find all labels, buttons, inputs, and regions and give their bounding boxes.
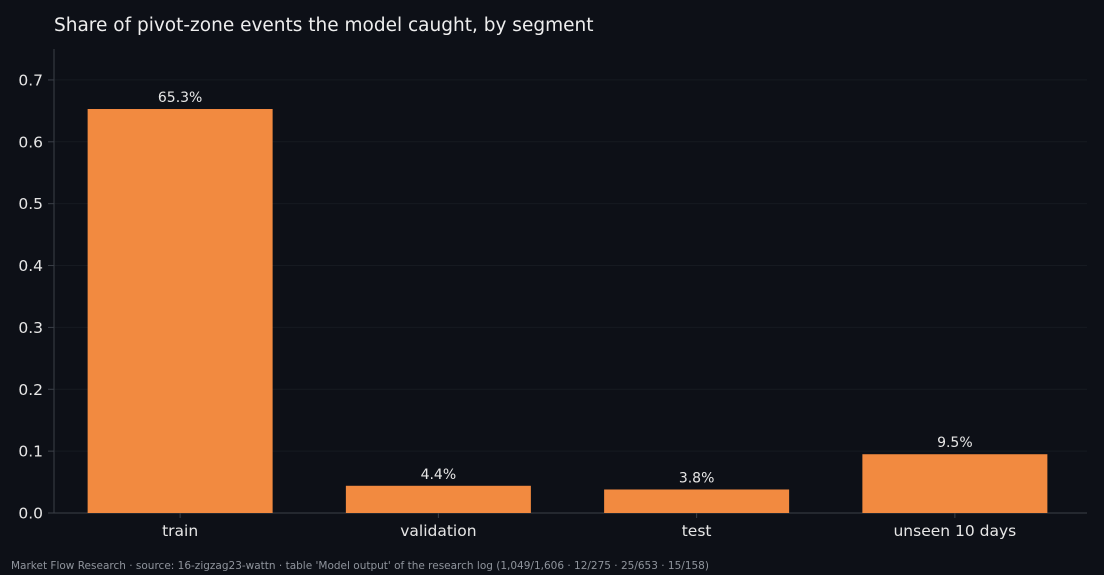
chart-title: Share of pivot-zone events the model cau… [54, 15, 594, 36]
y-tick-label: 0.6 [18, 133, 43, 151]
bars [87, 109, 1048, 513]
x-tick-label: train [162, 522, 198, 540]
bar-validation [345, 485, 531, 513]
y-tick-label: 0.7 [18, 71, 43, 89]
x-tick-label: test [682, 522, 712, 540]
y-tick-label: 0.3 [18, 319, 43, 337]
y-tick-label: 0.4 [18, 257, 43, 275]
y-tick-label: 0.0 [18, 505, 43, 523]
x-tick-label: validation [400, 522, 476, 540]
y-tick-label: 0.1 [18, 443, 43, 461]
bar-train [87, 109, 273, 513]
bar-test [604, 489, 790, 513]
data-label: 4.4% [421, 467, 457, 483]
y-tick-label: 0.2 [18, 381, 43, 399]
data-label: 65.3% [158, 90, 202, 106]
gridlines [54, 79, 1087, 452]
x-tick-label: unseen 10 days [893, 522, 1016, 540]
tick-labels: 0.0 0.1 0.2 0.3 0.4 0.5 0.6 0.7 train validation t… [18, 71, 1016, 540]
data-label: 9.5% [937, 435, 973, 451]
y-tick-label: 0.5 [18, 195, 43, 213]
footer-source-note: Market Flow Research · source: 16-zigzag… [11, 560, 709, 572]
data-label: 3.8% [679, 470, 715, 486]
data-labels: 65.3% 4.4% 3.8% 9.5% [158, 90, 973, 486]
bar-unseen-10-days [862, 454, 1048, 513]
